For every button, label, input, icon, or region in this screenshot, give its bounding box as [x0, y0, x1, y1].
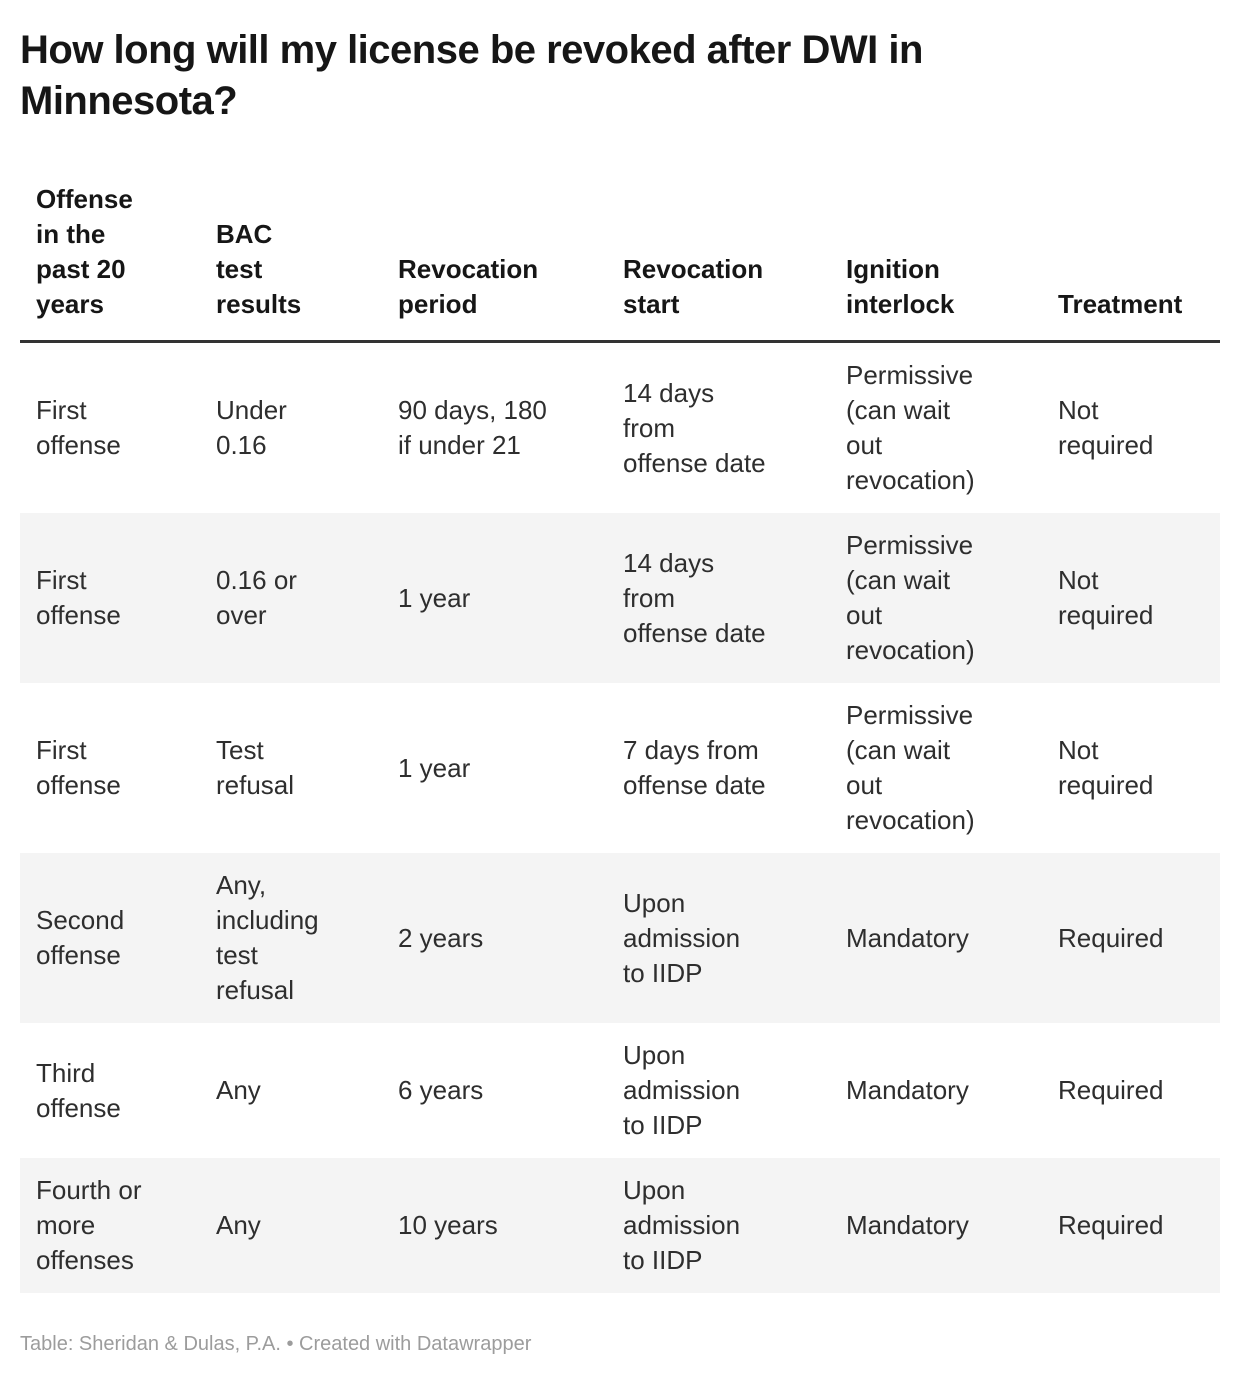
table-cell: First offense [36, 395, 121, 460]
table-cell: Fourth or more offenses [20, 1158, 200, 1293]
table-cell: 2 years [382, 853, 607, 1023]
table-cell: 1 year [382, 513, 607, 683]
column-header-revocation-start: Revocation start [607, 182, 830, 343]
table-cell: Under 0.16 [216, 395, 287, 460]
table-cell: Not required [1058, 735, 1154, 800]
table-cell: Permissive (can wait out revocation) [846, 360, 975, 495]
table-row: Second offense Any, including test refus… [20, 853, 1220, 1023]
table-cell: 14 days from offense date [607, 513, 830, 683]
table-cell: Upon admission to IIDP [623, 1040, 741, 1140]
table-header-row: Offense in the past 20 years BAC test re… [20, 182, 1220, 343]
table-cell: Any, including test refusal [200, 853, 382, 1023]
column-header-treatment: Treatment [1042, 182, 1220, 343]
table-cell: First offense [36, 735, 121, 800]
footer: Table: Sheridan & Dulas, P.A. • Created … [20, 1331, 1220, 1357]
table-cell: 90 days, 180 if under 21 [398, 395, 547, 460]
table-cell: Required [1058, 1075, 1164, 1105]
table-cell: Any [200, 1158, 382, 1293]
table-cell: Mandatory [846, 1075, 969, 1105]
table-cell: Upon admission to IIDP [607, 853, 830, 1023]
footer-separator: • [280, 1333, 300, 1355]
table-row: First offense 0.16 or over 1 year 14 day… [20, 513, 1220, 683]
table-cell: Second offense [20, 853, 200, 1023]
table-cell: 0.16 or over [200, 513, 382, 683]
table-row: Fourth or more offenses Any 10 years Upo… [20, 1158, 1220, 1293]
table-cell: Upon admission to IIDP [607, 1158, 830, 1293]
dwi-revocation-table: Offense in the past 20 years BAC test re… [20, 182, 1220, 1293]
table-cell: First offense [20, 513, 200, 683]
table-row: Third offense Any 6 years Upon admission… [20, 1023, 1220, 1158]
datawrapper-credit-link[interactable]: Created with Datawrapper [299, 1333, 532, 1355]
table-cell: Any [216, 1075, 261, 1105]
table-cell: Permissive (can wait out revocation) [830, 513, 1042, 683]
table-cell: 14 days from offense date [623, 377, 766, 478]
table-cell: 10 years [382, 1158, 607, 1293]
column-header-offense: Offense in the past 20 years [20, 182, 200, 343]
column-header-revocation-period: Revocation period [382, 182, 607, 343]
table-cell: Mandatory [830, 1158, 1042, 1293]
table-cell: 6 years [398, 1075, 484, 1105]
table-cell: Test refusal [216, 735, 295, 800]
table-cell: 1 year [398, 752, 471, 783]
column-header-bac-test-results: BAC test results [200, 182, 382, 343]
table-cell: Permissive (can wait out revocation) [846, 700, 975, 835]
table-row: First offense Test refusal 1 year 7 days… [20, 683, 1220, 853]
table-cell: 7 days from offense date [623, 735, 766, 800]
table-cell: Not required [1058, 395, 1154, 460]
page-title: How long will my license be revoked afte… [20, 28, 923, 123]
table-row: First offense Under 0.16 90 days, 180 if… [20, 342, 1220, 514]
table-cell: Not required [1042, 513, 1220, 683]
source-attribution: Table: Sheridan & Dulas, P.A. [20, 1333, 281, 1355]
table-cell: Third offense [36, 1057, 121, 1123]
table-cell: Mandatory [830, 853, 1042, 1023]
table-cell: Required [1042, 853, 1220, 1023]
table-cell: Required [1042, 1158, 1220, 1293]
column-header-ignition-interlock: Ignition interlock [830, 182, 1042, 343]
